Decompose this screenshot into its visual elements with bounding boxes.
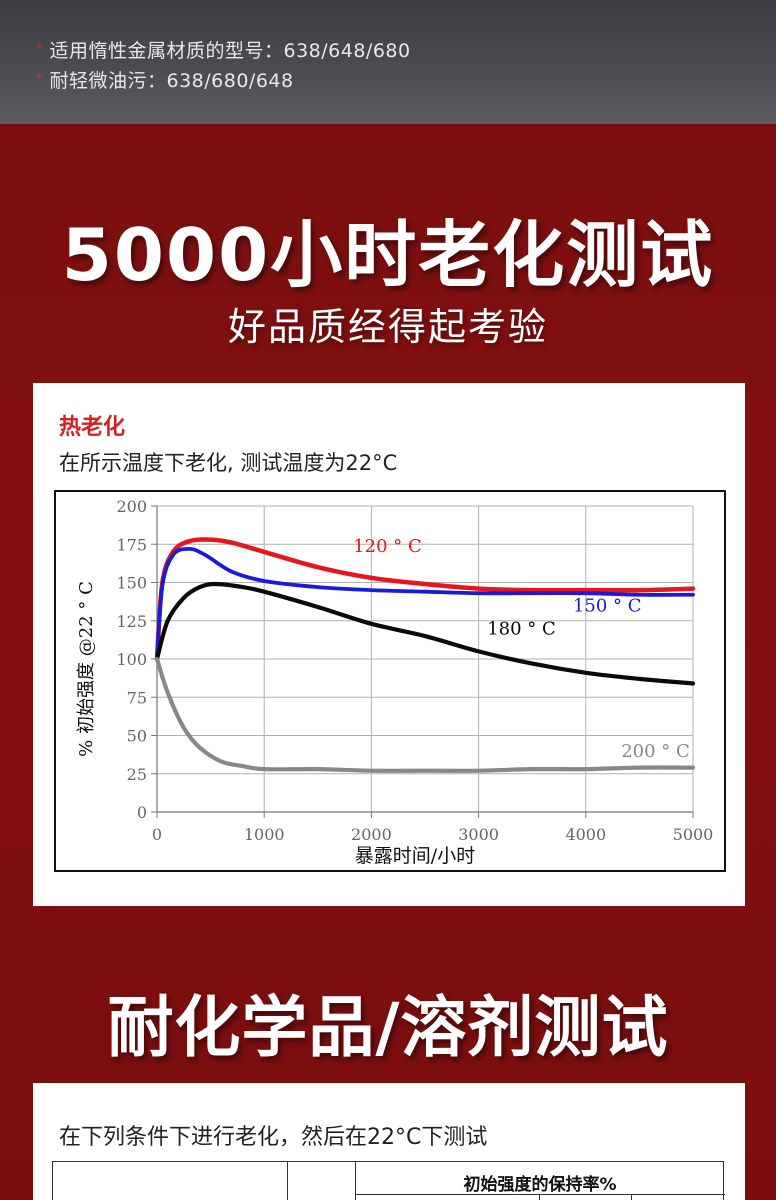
- aging-test-subheadline: 好品质经得起考验: [227, 305, 548, 349]
- x-tick-label: 0: [152, 825, 162, 844]
- chart-card-title: 热老化: [59, 415, 126, 440]
- series-line-2: [154, 581, 696, 686]
- x-tick-label: 4000: [565, 825, 606, 844]
- y-tick-label: 150: [116, 574, 147, 593]
- y-tick-label: 125: [116, 612, 147, 631]
- series-label-0: 120 ° C: [353, 536, 422, 557]
- y-tick-label: 25: [127, 765, 147, 784]
- y-tick-label: 175: [116, 535, 147, 554]
- chart-card-subtitle: 在所示温度下老化, 测试温度为22°C: [59, 451, 398, 475]
- table-column-divider: [287, 1162, 288, 1200]
- chemical-test-card: 在下列条件下进行老化，然后在22°C下测试 初始强度的保持率%: [33, 1083, 745, 1200]
- series-line-0: [154, 537, 696, 662]
- top-banner: * 适用惰性金属材质的型号：638/648/680 * 耐轻微油污：638/680/…: [0, 0, 776, 124]
- table-column-divider: [539, 1194, 540, 1200]
- series-label-1: 150 ° C: [573, 596, 642, 617]
- series-line-3: [154, 656, 696, 773]
- spec-line-2-text: 耐轻微油污：638/680/648: [49, 70, 294, 92]
- bullet-star: *: [36, 41, 44, 57]
- y-tick-label: 200: [116, 497, 147, 516]
- aging-test-headline: 5000小时老化测试: [61, 213, 715, 297]
- series-label-3: 200 ° C: [621, 741, 690, 762]
- x-axis-label: 暴露时间/小时: [355, 845, 475, 867]
- table-header-divider: [355, 1194, 725, 1195]
- series-label-2: 180 ° C: [487, 619, 556, 640]
- table-header-retention: 初始强度的保持率%: [463, 1175, 617, 1195]
- table-column-divider: [631, 1194, 632, 1200]
- x-tick-label: 1000: [244, 825, 285, 844]
- x-tick-label: 2000: [351, 825, 392, 844]
- spec-line-oil: * 耐轻微油污：638/680/648: [36, 66, 294, 93]
- table-column-divider: [355, 1162, 356, 1200]
- chemical-test-table: 初始强度的保持率%: [52, 1161, 725, 1200]
- chemical-test-subtitle: 在下列条件下进行老化，然后在22°C下测试: [59, 1125, 488, 1150]
- y-tick-label: 100: [116, 650, 147, 669]
- x-tick-label: 3000: [458, 825, 499, 844]
- spec-line-1-text: 适用惰性金属材质的型号：638/648/680: [49, 40, 411, 62]
- spec-line-inert-metal: * 适用惰性金属材质的型号：638/648/680: [36, 36, 411, 63]
- heat-aging-card: 热老化 在所示温度下老化, 测试温度为22°C 0 25 50 75 100 125 150…: [33, 383, 745, 906]
- y-tick-label: 50: [127, 727, 147, 746]
- chart-frame: 0 25 50 75 100 125 150 175 200 0 1000 2000 3000 4000 5…: [54, 490, 726, 872]
- y-tick-label: 75: [127, 688, 147, 707]
- y-axis-label: % 初始强度 @22 ° C: [76, 581, 97, 757]
- y-tick-label: 0: [137, 803, 147, 822]
- chemical-test-headline: 耐化学品/溶剂测试: [107, 989, 669, 1066]
- series-line-1: [155, 546, 695, 661]
- bullet-star: *: [36, 71, 44, 87]
- x-tick-label: 5000: [673, 825, 714, 844]
